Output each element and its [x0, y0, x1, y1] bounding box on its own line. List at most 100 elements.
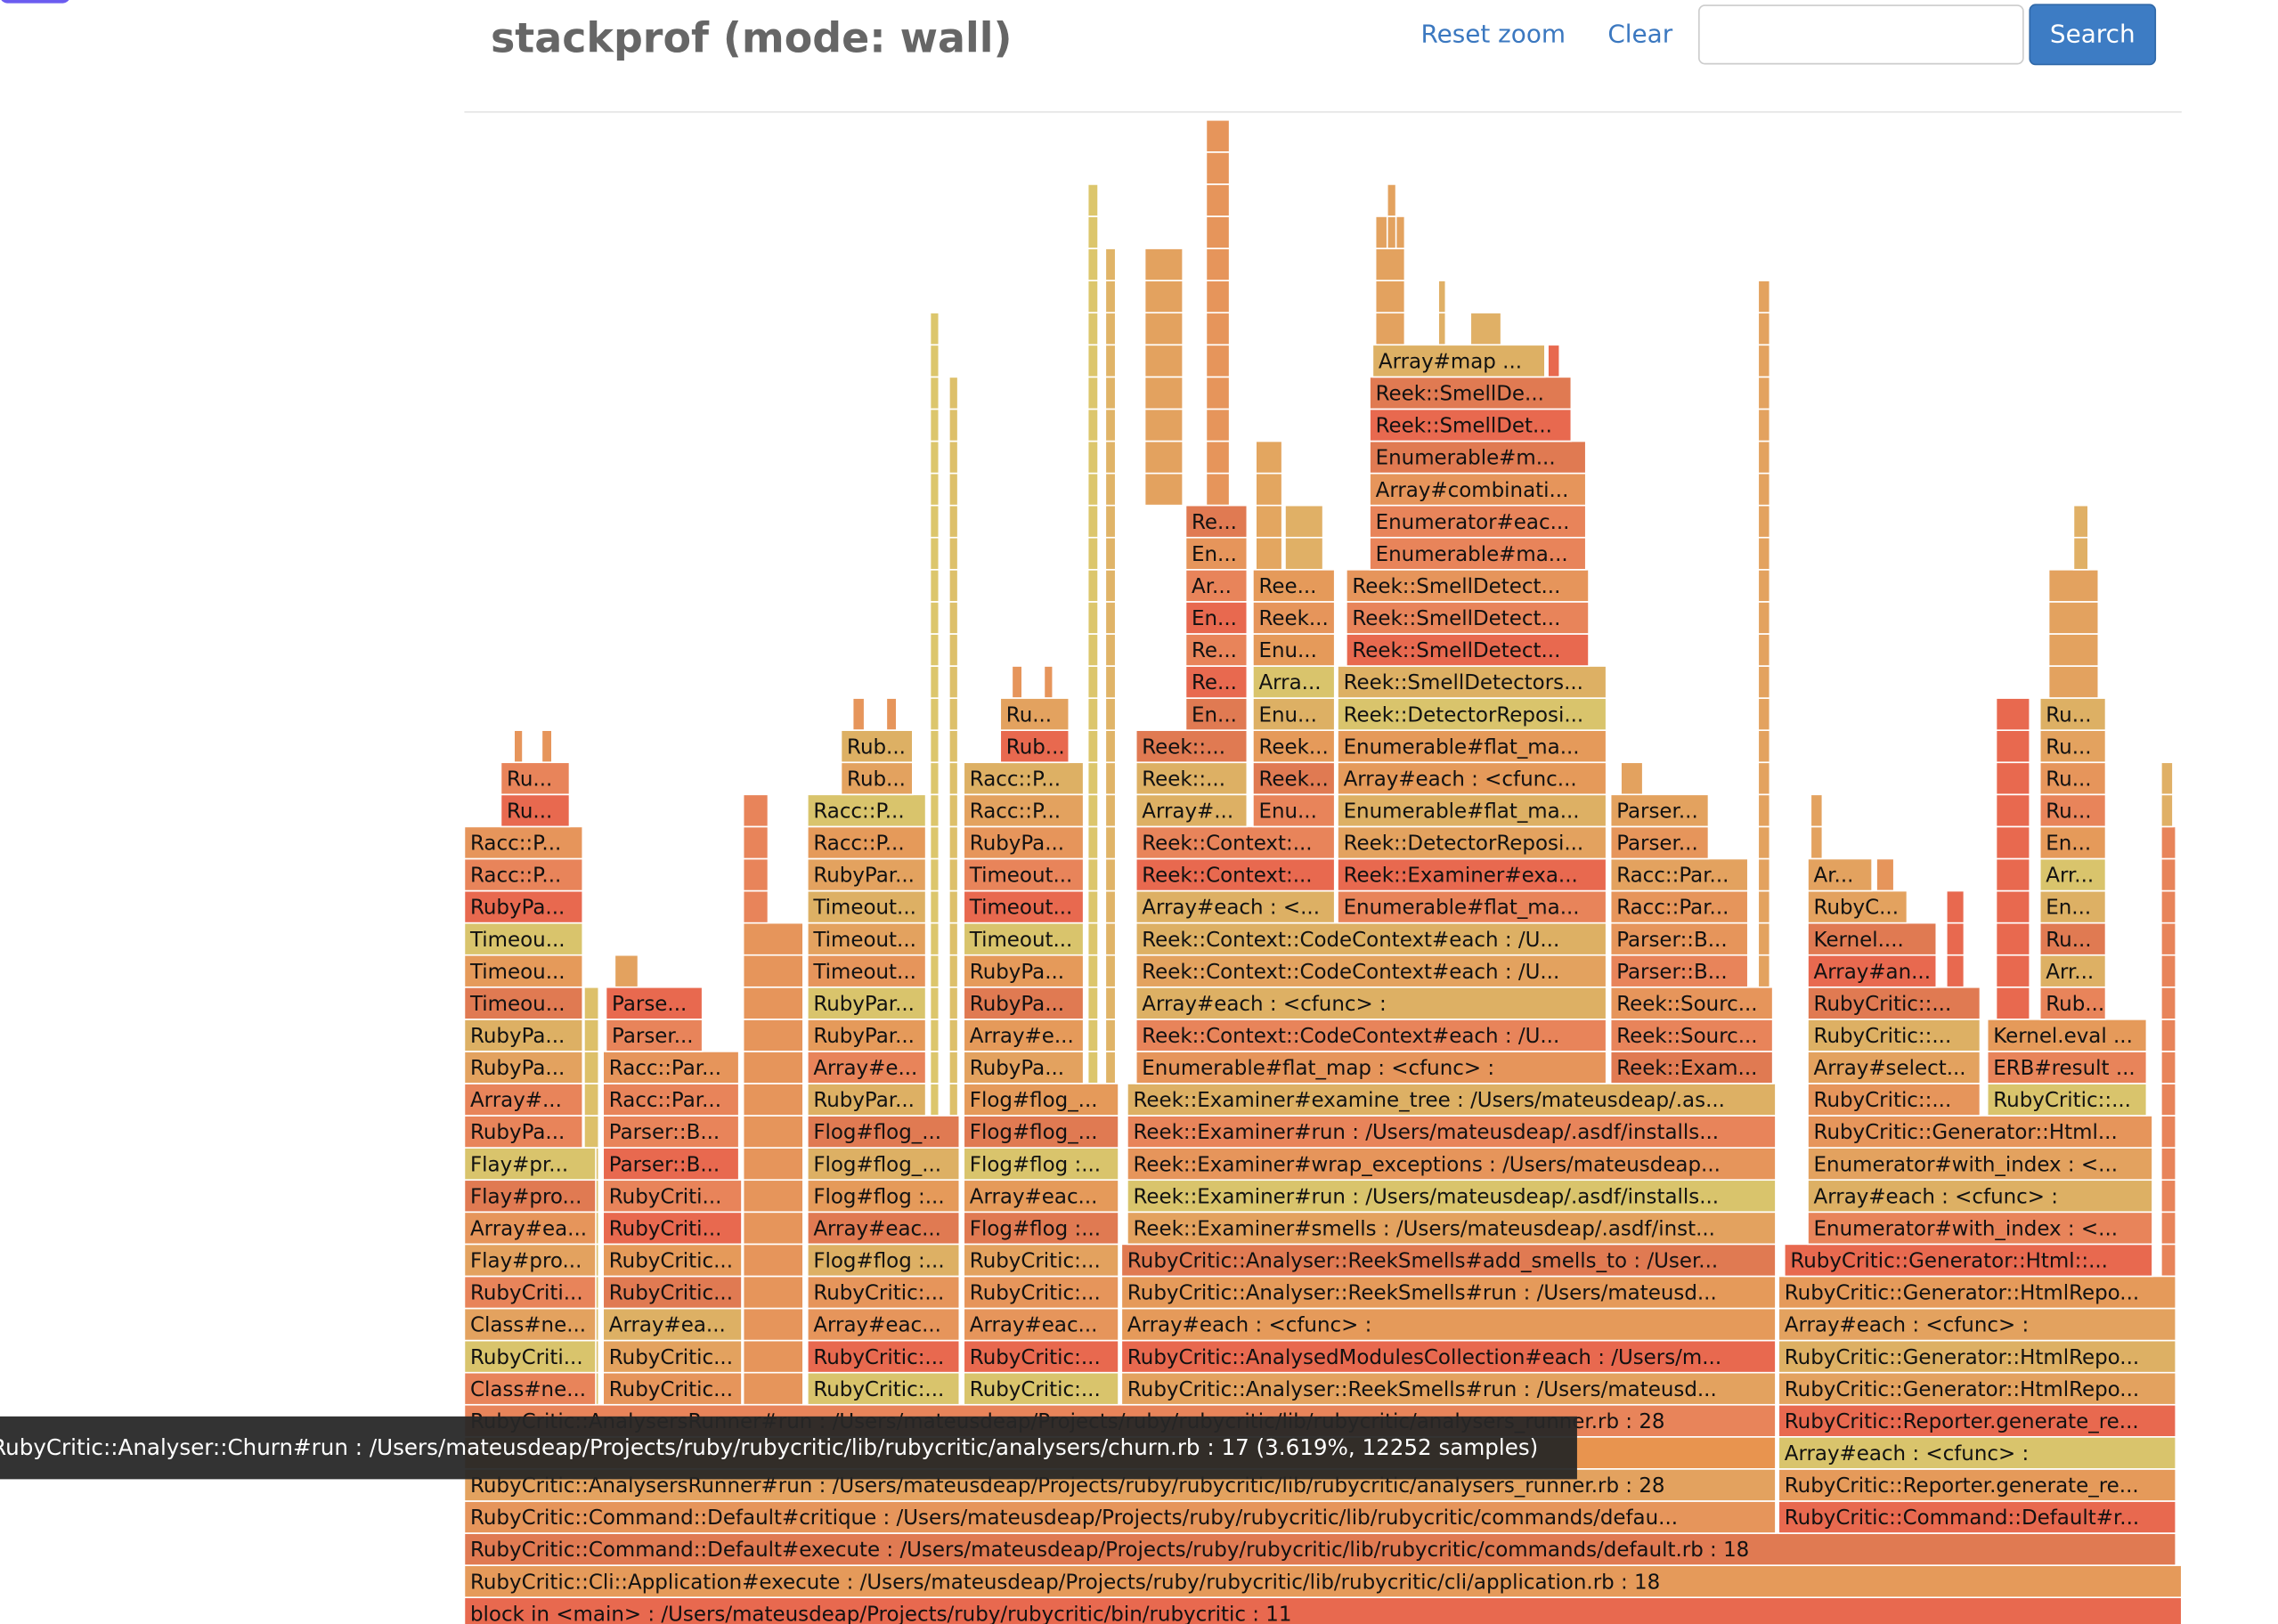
frame[interactable]: [929, 697, 940, 731]
frame[interactable]: [1609, 986, 1774, 1020]
frame[interactable]: [742, 889, 769, 924]
frame[interactable]: [929, 954, 940, 988]
frame[interactable]: [806, 1243, 961, 1278]
frame[interactable]: [1995, 729, 2031, 764]
frame[interactable]: [1945, 889, 1965, 924]
frame[interactable]: [1086, 793, 1099, 828]
frame[interactable]: [1104, 248, 1117, 281]
frame[interactable]: [1184, 697, 1249, 731]
frame[interactable]: [1609, 889, 1749, 924]
frame[interactable]: [463, 825, 584, 860]
frame[interactable]: [2160, 1211, 2177, 1246]
frame[interactable]: [1374, 312, 1406, 346]
frame[interactable]: [948, 440, 959, 475]
frame[interactable]: [1757, 697, 1771, 731]
frame[interactable]: [614, 954, 639, 988]
frame[interactable]: [602, 1147, 740, 1181]
frame[interactable]: [1757, 857, 1771, 892]
frame[interactable]: [963, 986, 1085, 1020]
frame[interactable]: [2038, 986, 2107, 1020]
frame[interactable]: [948, 697, 959, 731]
frame[interactable]: [1205, 376, 1231, 410]
frame[interactable]: [1757, 472, 1771, 507]
frame[interactable]: [1104, 568, 1117, 603]
frame[interactable]: [1346, 633, 1590, 667]
frame[interactable]: [1205, 118, 1231, 153]
frame[interactable]: [1469, 312, 1502, 346]
frame[interactable]: [1757, 408, 1771, 443]
frame[interactable]: [1205, 215, 1231, 249]
frame[interactable]: [929, 536, 940, 571]
frame[interactable]: [1127, 1211, 1777, 1246]
frame[interactable]: [963, 954, 1085, 988]
frame[interactable]: [1252, 697, 1336, 731]
frame[interactable]: [1086, 504, 1099, 539]
frame[interactable]: [1205, 151, 1231, 185]
frame[interactable]: [742, 1211, 804, 1246]
frame[interactable]: [948, 408, 959, 443]
frame[interactable]: [840, 761, 914, 796]
frame[interactable]: [1986, 1019, 2148, 1052]
frame[interactable]: [1783, 1243, 2153, 1278]
frame[interactable]: [2160, 761, 2174, 796]
frame[interactable]: [1143, 376, 1184, 410]
frame[interactable]: [463, 1307, 597, 1342]
frame[interactable]: [1086, 215, 1099, 249]
frame[interactable]: [1135, 825, 1336, 860]
frame[interactable]: [1757, 922, 1771, 956]
frame[interactable]: [1807, 1051, 1981, 1084]
frame[interactable]: [1086, 440, 1099, 475]
frame[interactable]: [463, 1371, 597, 1406]
frame[interactable]: [948, 633, 959, 667]
clear-link[interactable]: Clear: [1607, 20, 1672, 49]
frame[interactable]: [806, 1115, 961, 1149]
frame[interactable]: [929, 344, 940, 378]
frame[interactable]: [1127, 1179, 1777, 1214]
frame[interactable]: [2160, 954, 2177, 988]
frame[interactable]: [463, 1083, 584, 1116]
frame[interactable]: [963, 1211, 1119, 1246]
frame[interactable]: [742, 922, 804, 956]
frame[interactable]: [929, 376, 940, 410]
frame[interactable]: [1284, 504, 1324, 539]
frame[interactable]: [963, 1371, 1119, 1406]
frame[interactable]: [2038, 922, 2107, 956]
frame[interactable]: [1757, 633, 1771, 667]
frame[interactable]: [1386, 183, 1397, 217]
frame[interactable]: [963, 1307, 1119, 1342]
frame[interactable]: [742, 1115, 804, 1149]
frame[interactable]: [1104, 344, 1117, 378]
frame[interactable]: [963, 1115, 1119, 1149]
frame[interactable]: [1104, 1019, 1117, 1052]
frame[interactable]: [1104, 922, 1117, 956]
frame[interactable]: [1104, 761, 1117, 796]
frame[interactable]: [948, 568, 959, 603]
frame[interactable]: [602, 1339, 743, 1374]
frame[interactable]: [541, 729, 553, 764]
frame[interactable]: [948, 1083, 959, 1116]
frame[interactable]: [1205, 312, 1231, 346]
frame[interactable]: [1104, 472, 1117, 507]
frame[interactable]: [1337, 857, 1607, 892]
frame[interactable]: [806, 1051, 927, 1084]
frame[interactable]: [963, 1051, 1085, 1084]
frame[interactable]: [948, 986, 959, 1020]
frame[interactable]: [2160, 1019, 2177, 1052]
frame[interactable]: [742, 1147, 804, 1181]
frame[interactable]: [1135, 761, 1249, 796]
frame[interactable]: [463, 889, 584, 924]
frame[interactable]: [999, 729, 1070, 764]
frame[interactable]: [1337, 793, 1607, 828]
frame[interactable]: [463, 1275, 597, 1310]
frame[interactable]: [885, 697, 898, 731]
frame[interactable]: [1778, 1500, 2177, 1534]
frame[interactable]: [948, 825, 959, 860]
frame[interactable]: [806, 857, 927, 892]
frame[interactable]: [840, 729, 914, 764]
frame[interactable]: [1135, 1019, 1607, 1052]
frame[interactable]: [1757, 568, 1771, 603]
frame[interactable]: [1609, 1051, 1774, 1084]
frame[interactable]: [1104, 312, 1117, 346]
frame[interactable]: [1757, 312, 1771, 346]
frame[interactable]: [806, 922, 927, 956]
